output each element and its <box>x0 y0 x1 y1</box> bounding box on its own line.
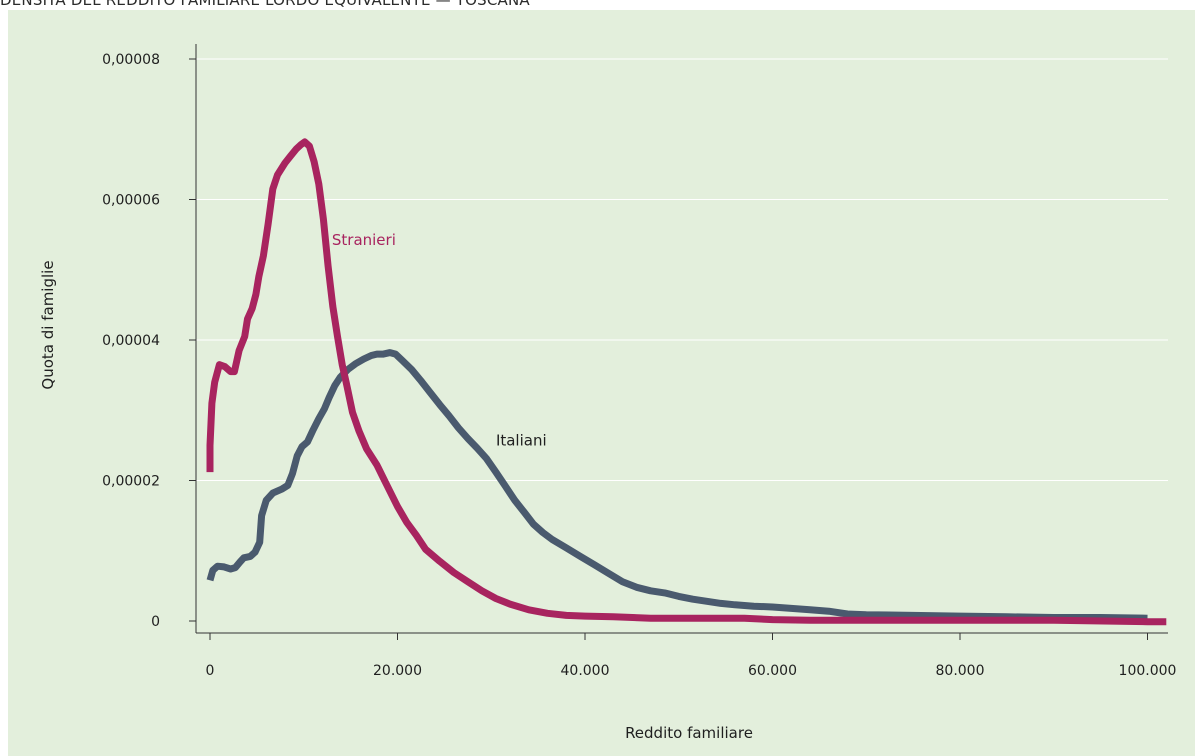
x-tick-label: 40.000 <box>561 663 610 679</box>
y-axis-label: Quota di famiglie <box>39 260 57 389</box>
plot-panel <box>8 10 1195 756</box>
y-tick-label: 0,00006 <box>102 193 160 209</box>
x-tick-label: 20.000 <box>373 663 422 679</box>
x-tick-label: 80.000 <box>936 663 985 679</box>
y-tick-label: 0,00002 <box>102 474 160 490</box>
series-line-italiani <box>206 349 1148 622</box>
series-label-stranieri: Stranieri <box>332 231 396 249</box>
series-line-stranieri <box>206 138 1167 626</box>
series-annotations: Stranieri Italiani <box>332 231 547 449</box>
y-tick-label: 0,00008 <box>102 52 160 68</box>
x-tick-label: 60.000 <box>748 663 797 679</box>
grid-lines <box>196 58 1168 481</box>
axes <box>189 44 1168 640</box>
x-tick-label: 0 <box>206 663 215 679</box>
chart-title: DENSITÀ DEL REDDITO FAMILIARE LORDO EQUI… <box>0 0 530 9</box>
series-lines <box>206 138 1167 626</box>
y-tick-label: 0,00004 <box>102 333 160 349</box>
x-axis-label: Reddito familiare <box>625 724 753 742</box>
series-label-italiani: Italiani <box>496 431 547 449</box>
x-tick-label: 100.000 <box>1119 663 1177 679</box>
tick-labels: 0 0,00002 0,00004 0,00006 0,00008 0 20.000 40.0… <box>102 52 1176 679</box>
y-tick-label: 0 <box>151 614 160 630</box>
